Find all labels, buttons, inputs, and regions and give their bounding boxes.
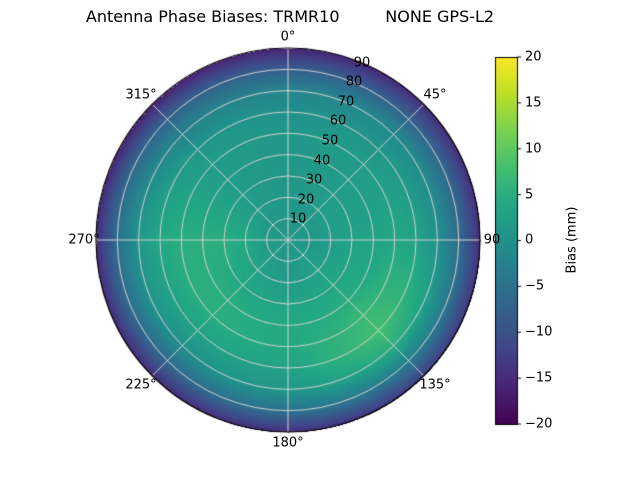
radial-tick-90: 90 [353, 55, 371, 71]
theta-label-180: 180° [272, 435, 304, 451]
colorbar-tick-m15: −15 [525, 370, 553, 386]
chart-title: Antenna Phase Biases: TRMR10 NONE GPS-L2 [85, 7, 495, 26]
colorbar-tick-m5: −5 [525, 278, 545, 294]
radial-tick-60: 60 [329, 113, 347, 129]
colorbar-tick-0: 0 [525, 232, 534, 248]
radial-tick-30: 30 [305, 172, 323, 188]
theta-label-90: 90 [483, 232, 501, 248]
radial-tick-10: 10 [289, 211, 307, 227]
radial-tick-40: 40 [313, 153, 331, 169]
radial-tick-20: 20 [297, 192, 315, 208]
theta-label-225: 225° [125, 377, 157, 393]
colorbar-tick-15: 15 [525, 95, 542, 111]
radial-tick-70: 70 [337, 94, 355, 110]
colorbar-axis-label: Bias (mm) [564, 206, 580, 274]
colorbar-tick-10: 10 [525, 141, 542, 157]
radial-tick-50: 50 [321, 133, 339, 149]
theta-label-270: 270° [68, 232, 100, 248]
theta-label-45: 45° [423, 87, 447, 103]
colorbar-tick-m10: −10 [525, 324, 553, 340]
colorbar-tick-5: 5 [525, 187, 534, 203]
theta-label-315: 315° [125, 87, 157, 103]
theta-label-135: 135° [419, 377, 451, 393]
theta-label-0: 0° [280, 29, 296, 45]
colorbar-tick-20: 20 [525, 49, 542, 65]
colorbar-tick-m20: −20 [525, 416, 553, 432]
radial-tick-80: 80 [345, 74, 363, 90]
